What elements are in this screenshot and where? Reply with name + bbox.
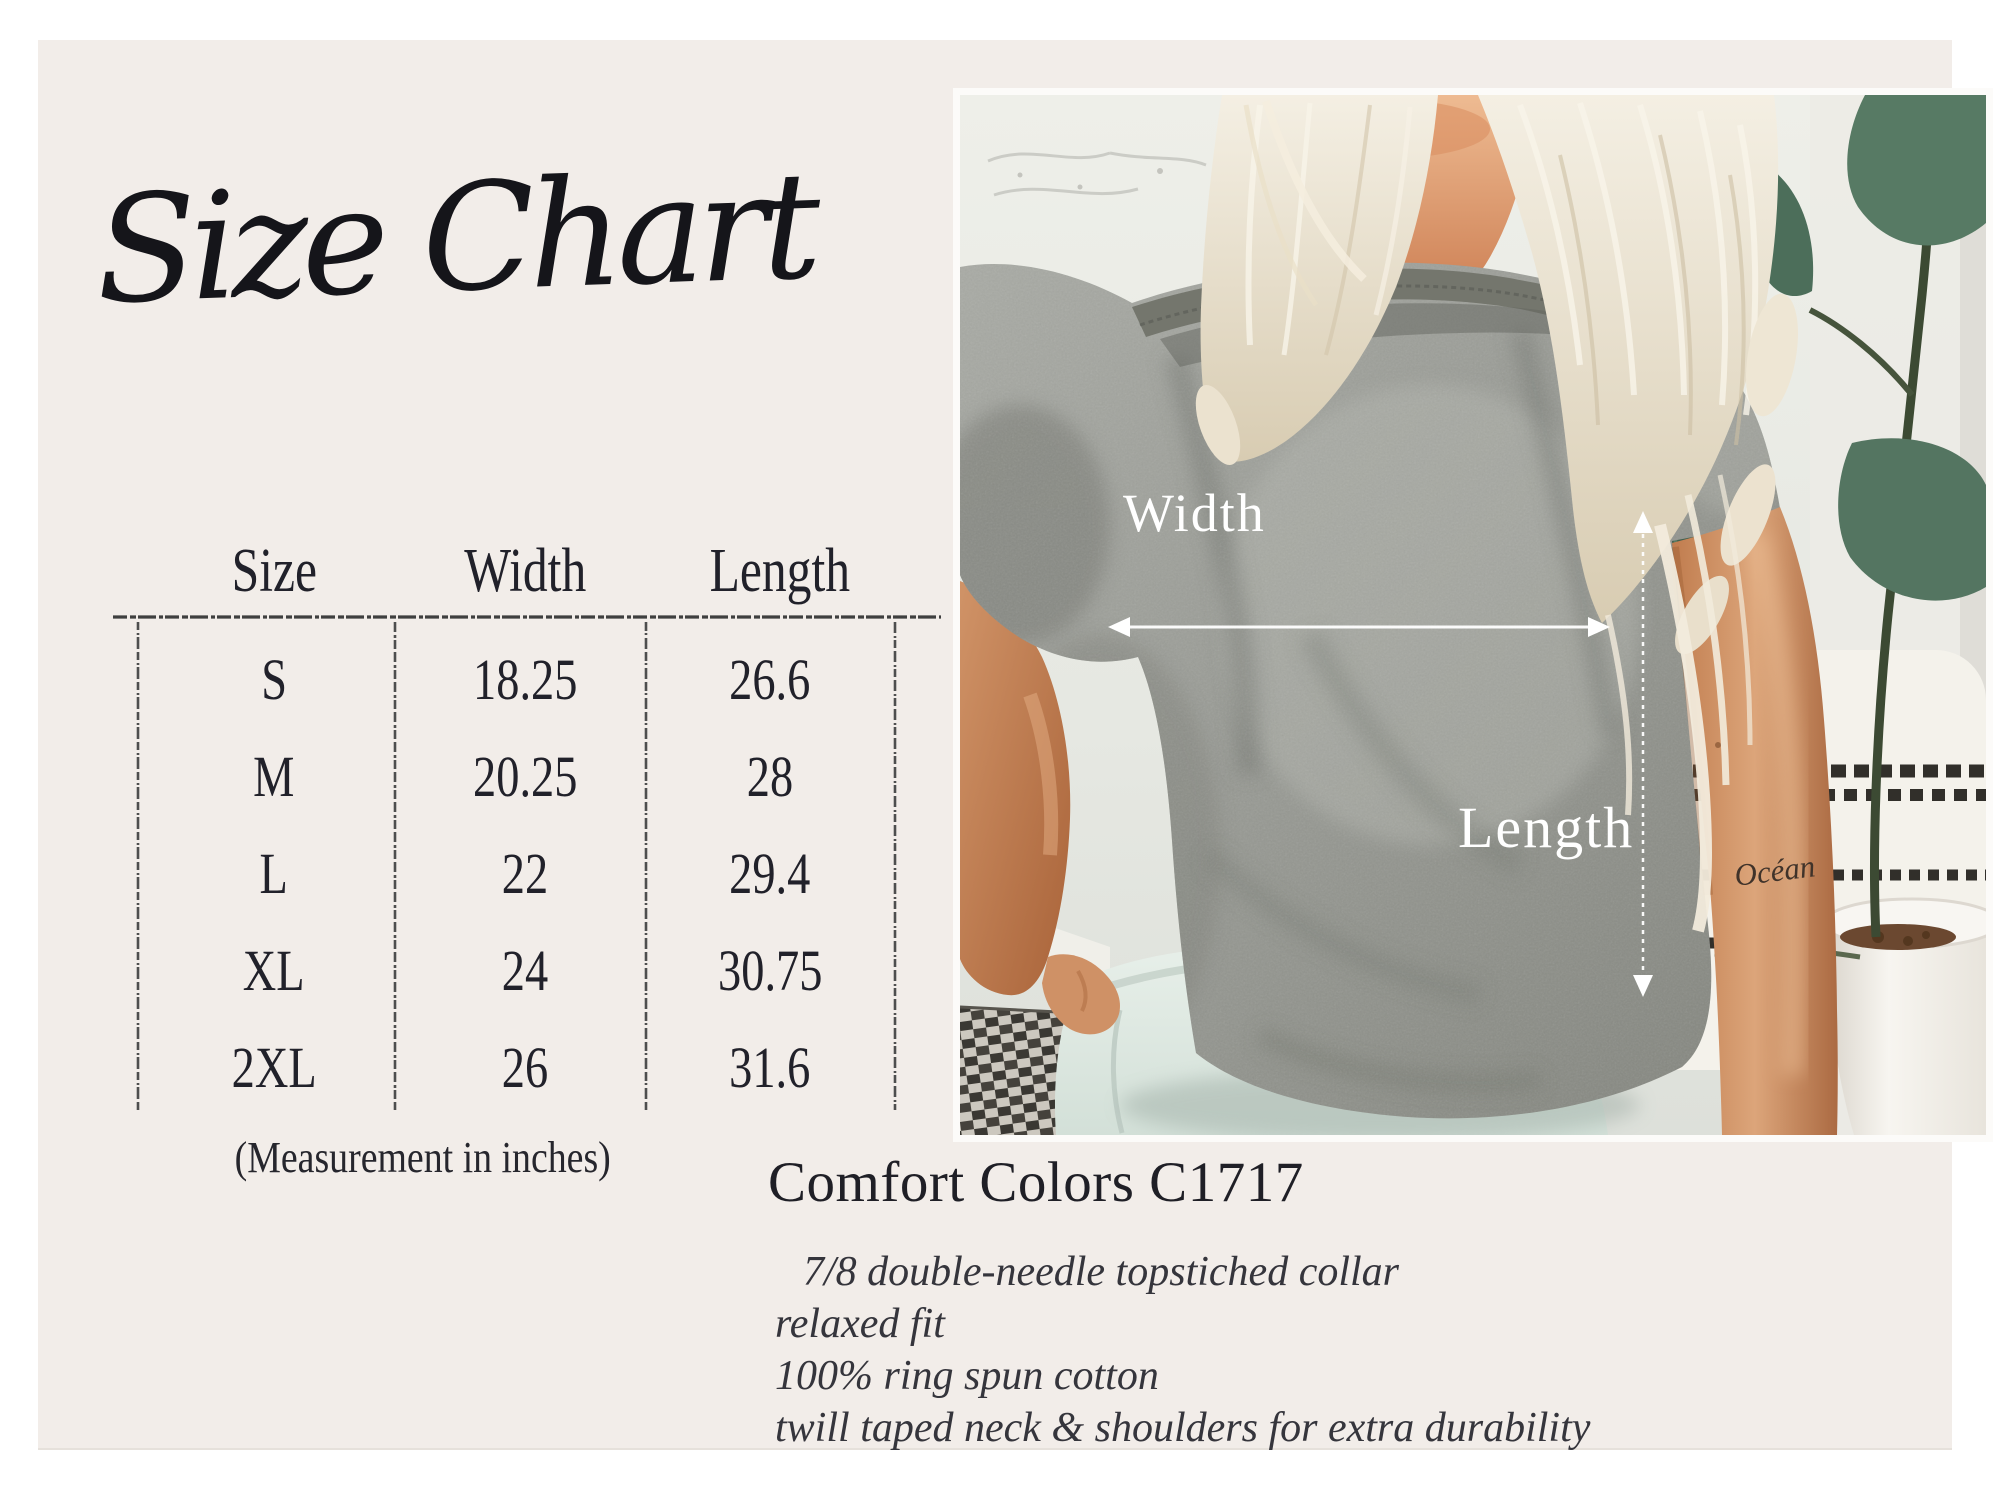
width-value: 20.25: [472, 744, 578, 809]
table-row: 2XL 26 31.6: [38, 1031, 1038, 1105]
width-value: 22: [501, 841, 549, 906]
width-value: 24: [501, 938, 549, 1003]
measurement-note-label: (Measurement in inches): [234, 1133, 612, 1182]
length-value: 26.6: [729, 647, 811, 712]
product-photo-illustration: Océan: [960, 95, 1986, 1135]
table-rules: [113, 615, 941, 1110]
width-cell: 18.25: [425, 643, 625, 717]
size-cell: M: [174, 740, 374, 814]
column-header-size-label: Size: [231, 537, 317, 605]
model-hair-right: [1478, 95, 1798, 933]
measurement-note: (Measurement in inches): [183, 1132, 663, 1184]
wall-art-sketch: [987, 151, 1207, 197]
size-chart-card: Size Chart Size Width Length S 18.25 26.…: [38, 40, 1986, 1451]
length-value: 29.4: [729, 841, 811, 906]
product-name: Comfort Colors C1717: [768, 1151, 1304, 1214]
size-cell: L: [174, 837, 374, 911]
length-value: 31.6: [729, 1035, 811, 1100]
size-value: S: [261, 647, 287, 712]
model-hair-left: [1195, 95, 1438, 465]
model-hand: [1042, 954, 1120, 1035]
width-arrow-left-head: [1108, 617, 1130, 637]
table-row: S 18.25 26.6: [38, 643, 1038, 717]
table-row: L 22 29.4: [38, 837, 1038, 911]
length-arrow-bottom-head: [1633, 975, 1653, 997]
length-cell: 26.6: [660, 643, 880, 717]
column-header-length-label: Length: [709, 537, 851, 605]
product-feature: 100% ring spun cotton: [775, 1353, 1159, 1399]
width-cell: 20.25: [425, 740, 625, 814]
size-cell: XL: [174, 934, 374, 1008]
length-cell: 28: [660, 740, 880, 814]
plant-pot: [1822, 897, 1986, 1135]
product-feature: relaxed fit: [775, 1301, 945, 1347]
size-value: L: [259, 841, 289, 906]
size-value: XL: [243, 938, 305, 1003]
product-photo: Océan: [960, 95, 1986, 1135]
column-header-size: Size: [174, 538, 374, 604]
length-arrow-top-head: [1633, 511, 1653, 533]
size-cell: S: [174, 643, 374, 717]
size-value: M: [253, 744, 295, 809]
width-arrow-right-head: [1588, 617, 1610, 637]
length-cell: 29.4: [660, 837, 880, 911]
product-features: 7/8 double-needle topstiched collar rela…: [775, 1246, 1955, 1454]
width-cell: 24: [425, 934, 625, 1008]
column-header-width: Width: [425, 538, 625, 604]
product-feature: 7/8 double-needle topstiched collar: [803, 1249, 1400, 1295]
column-header-width-label: Width: [464, 537, 586, 605]
width-value: 18.25: [472, 647, 578, 712]
table-row: XL 24 30.75: [38, 934, 1038, 1008]
size-table-header: Size Width Length: [38, 538, 1038, 604]
model-left-arm: [960, 581, 1120, 1035]
size-cell: 2XL: [174, 1031, 374, 1105]
length-annotation-label: Length: [1458, 795, 1634, 860]
measurement-annotations: Width Length: [1108, 483, 1653, 997]
product-feature: twill taped neck & shoulders for extra d…: [775, 1405, 1591, 1451]
width-cell: 22: [425, 837, 625, 911]
width-annotation-label: Width: [1123, 483, 1266, 543]
length-value: 28: [746, 744, 794, 809]
width-value: 26: [501, 1035, 549, 1100]
pot-soil: [1840, 924, 1956, 950]
length-value: 30.75: [717, 938, 823, 1003]
length-cell: 30.75: [660, 934, 880, 1008]
length-cell: 31.6: [660, 1031, 880, 1105]
table-row: M 20.25 28: [38, 740, 1038, 814]
page-title: Size Chart: [92, 139, 817, 337]
size-value: 2XL: [231, 1035, 317, 1100]
column-header-length: Length: [670, 538, 890, 604]
width-cell: 26: [425, 1031, 625, 1105]
